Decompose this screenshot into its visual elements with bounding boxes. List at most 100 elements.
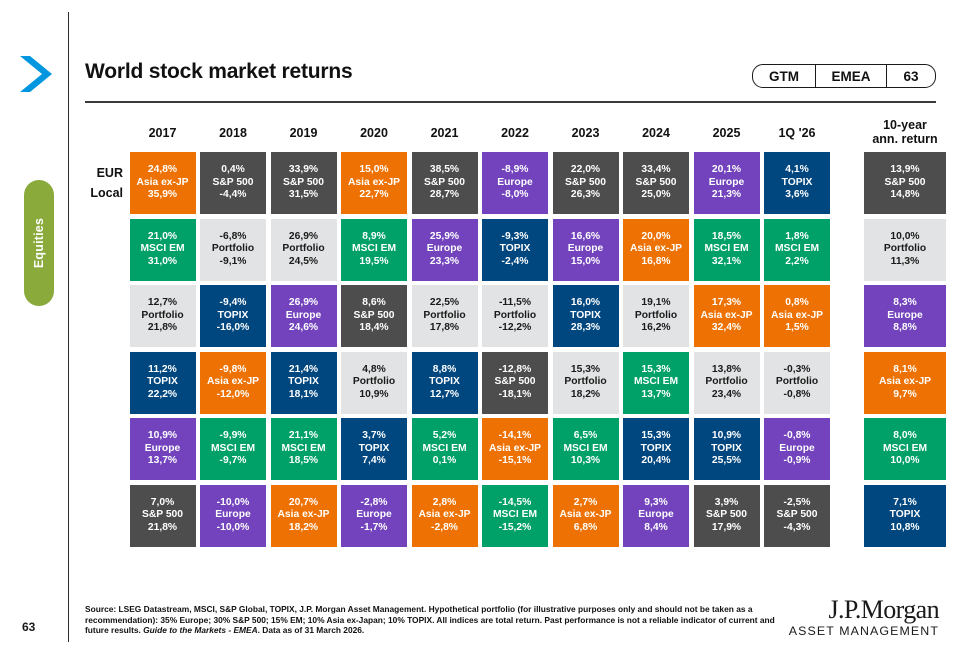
cell-local-return: 7,4% — [362, 455, 386, 467]
cell-local-return: 25,0% — [641, 189, 671, 201]
cell-asset-name: Portfolio — [282, 243, 325, 255]
cell-asset-name: S&P 500 — [494, 376, 536, 388]
source-note: Source: LSEG Datastream, MSCI, S&P Globa… — [85, 604, 775, 636]
cell-eur-return: 17,3% — [711, 297, 742, 309]
cell-eur-return: 19,1% — [641, 297, 671, 309]
cell-eur-return: -11,5% — [498, 297, 532, 309]
cell-asset-name: S&P 500 — [564, 176, 607, 188]
cell-local-return: -0,8% — [783, 388, 811, 400]
right-column-header-line1: 10-year — [883, 118, 927, 132]
heatmap-cell: -6,8% Portfolio -9,1% — [200, 218, 266, 281]
cell-local-return: 3,6% — [785, 189, 809, 201]
cell-local-return: 10,9% — [359, 388, 389, 400]
page-number-corner: 63 — [22, 620, 36, 634]
source-text-italic: Guide to the Markets - EMEA — [143, 625, 258, 636]
cell-eur-return: -2,8% — [360, 496, 388, 508]
column-header-2024: 2024 — [642, 126, 670, 140]
heatmap-cell: 13,9% S&P 500 14,8% — [864, 152, 946, 214]
cell-eur-return: -0,3% — [783, 363, 811, 375]
cell-eur-return: 3,9% — [714, 496, 739, 508]
heatmap-cell: 0,4% S&P 500 -4,4% — [200, 152, 266, 214]
cell-asset-name: S&P 500 — [705, 509, 748, 521]
cell-local-return: -0,9% — [783, 455, 811, 467]
heatmap-cell: 10,0% Portfolio 11,3% — [864, 218, 946, 281]
heatmap-cell: 22,0% S&P 500 26,3% — [552, 152, 619, 214]
cell-local-return: 1,5% — [785, 322, 809, 334]
heatmap-cell: 21,4% TOPIX 18,1% — [270, 351, 337, 414]
heatmap-cell: 8,3% Europe 8,8% — [864, 285, 946, 347]
heatmap-cell: 9,3% Europe 8,4% — [623, 484, 689, 547]
cell-eur-return: 8,1% — [893, 363, 917, 375]
heatmap-cell: 2,7% Asia ex-JP 6,8% — [552, 484, 619, 547]
cell-asset-name: MSCI EM — [351, 243, 397, 255]
cell-eur-return: 8,6% — [362, 297, 386, 309]
cell-eur-return: 8,0% — [893, 430, 917, 442]
cell-local-return: 21,8% — [147, 521, 178, 533]
cell-local-return: 12,7% — [429, 388, 460, 400]
cell-eur-return: 1,8% — [785, 230, 809, 242]
cell-local-return: -12,2% — [498, 322, 532, 334]
heatmap-cell: -0,3% Portfolio -0,8% — [764, 351, 830, 414]
cell-local-return: 10,0% — [890, 455, 920, 467]
cell-eur-return: 15,3% — [641, 430, 671, 442]
cell-local-return: 8,4% — [644, 521, 668, 533]
cell-eur-return: -10,0% — [216, 496, 250, 508]
cell-local-return: 26,3% — [570, 189, 601, 201]
cell-eur-return: 33,9% — [288, 164, 319, 176]
cell-local-return: -4,4% — [219, 189, 247, 201]
cell-eur-return: 10,0% — [890, 230, 920, 242]
cell-asset-name: MSCI EM — [704, 243, 749, 255]
cell-eur-return: 24,8% — [147, 164, 178, 176]
heatmap-cell: -9,4% TOPIX -16,0% — [200, 285, 266, 347]
cell-local-return: 8,8% — [893, 322, 917, 334]
sidebar-tab-equities[interactable]: Equities — [24, 180, 54, 306]
cell-asset-name: Europe — [567, 243, 604, 255]
heatmap-cell: -2,8% Europe -1,7% — [341, 484, 407, 547]
cell-asset-name: Portfolio — [211, 243, 255, 255]
cell-asset-name: Asia ex-JP — [136, 176, 189, 188]
cell-asset-name: Portfolio — [352, 376, 396, 388]
cell-local-return: 2,2% — [785, 255, 809, 267]
cell-asset-name: MSCI EM — [882, 442, 928, 454]
column-header-2022: 2022 — [501, 126, 529, 140]
cell-asset-name: Asia ex-JP — [206, 376, 260, 388]
cell-local-return: 13,7% — [147, 455, 178, 467]
cell-local-return: 24,6% — [288, 322, 319, 334]
heatmap-cell: 8,6% S&P 500 18,4% — [341, 285, 407, 347]
cell-local-return: 11,3% — [890, 255, 920, 267]
jpmorgan-wordmark: J.P.Morgan — [828, 595, 939, 624]
cell-asset-name: TOPIX — [711, 442, 742, 454]
heatmap-cell: 5,2% MSCI EM 0,1% — [411, 418, 478, 480]
cell-local-return: -16,0% — [216, 322, 250, 334]
cell-eur-return: 2,8% — [432, 496, 457, 508]
cell-asset-name: Asia ex-JP — [559, 509, 612, 521]
heatmap-cell: 4,8% Portfolio 10,9% — [341, 351, 407, 414]
heatmap-cell: 3,9% S&P 500 17,9% — [693, 484, 760, 547]
cell-eur-return: 2,7% — [573, 496, 598, 508]
cell-asset-name: MSCI EM — [281, 442, 326, 454]
column-header-2023: 2023 — [571, 126, 600, 140]
cell-local-return: -2,4% — [501, 255, 529, 267]
heatmap-cell: -10,0% Europe -10,0% — [200, 484, 266, 547]
cell-eur-return: 22,0% — [570, 164, 601, 176]
heatmap-cell: 7,1% TOPIX 10,8% — [864, 484, 946, 547]
cell-local-return: -1,7% — [360, 521, 388, 533]
cell-local-return: -2,8% — [431, 521, 458, 533]
heatmap-cell: 20,1% Europe 21,3% — [693, 152, 760, 214]
cell-eur-return: -2,5% — [783, 496, 811, 508]
heatmap-cell: 15,3% MSCI EM 13,7% — [623, 351, 689, 414]
cell-eur-return: 13,8% — [711, 363, 742, 375]
cell-asset-name: TOPIX — [499, 243, 531, 255]
cell-local-return: 9,7% — [893, 388, 917, 400]
cell-asset-name: MSCI EM — [633, 376, 679, 388]
cell-asset-name: MSCI EM — [422, 442, 467, 454]
cell-asset-name: Europe — [497, 176, 533, 188]
cell-local-return: 18,1% — [288, 388, 319, 400]
cell-asset-name: TOPIX — [781, 176, 813, 188]
cell-asset-name: MSCI EM — [140, 243, 185, 255]
cell-local-return: 25,5% — [711, 455, 742, 467]
cell-eur-return: 20,7% — [288, 496, 319, 508]
cell-eur-return: 8,3% — [893, 297, 917, 309]
heatmap-cell: 4,1% TOPIX 3,6% — [764, 152, 830, 214]
cell-asset-name: Europe — [285, 309, 322, 321]
